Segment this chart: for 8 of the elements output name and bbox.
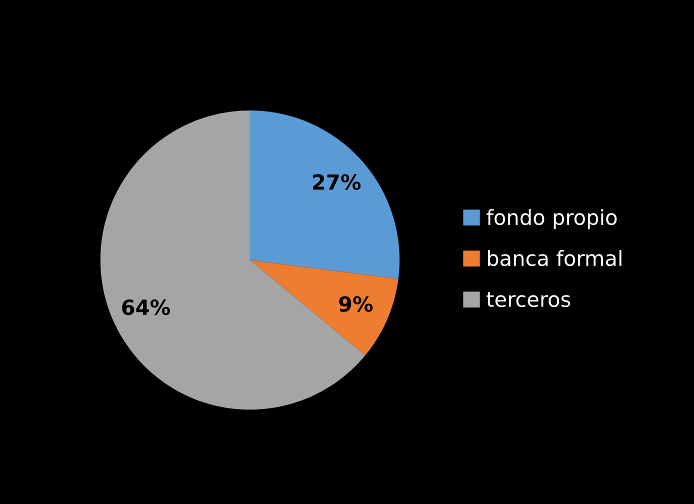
data-label: 9%	[339, 296, 373, 312]
data-label: 64%	[122, 299, 170, 316]
data-label: 27%	[313, 174, 361, 190]
pie-slice	[250, 110, 400, 279]
legend-label: banca formal	[488, 250, 622, 266]
pie-slice	[250, 260, 398, 356]
legend-label: fondo propio	[486, 208, 617, 230]
legend-label: terceros	[486, 292, 570, 308]
